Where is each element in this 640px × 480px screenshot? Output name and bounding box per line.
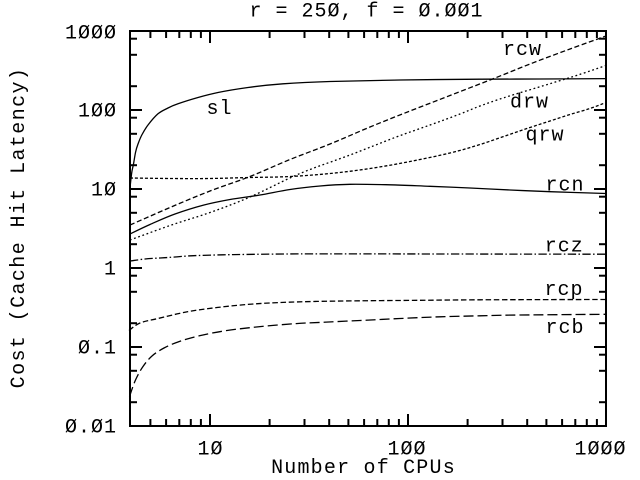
svg-text:1ØØ: 1ØØ bbox=[387, 439, 426, 462]
svg-text:rcp: rcp bbox=[545, 279, 584, 302]
svg-text:r = 25Ø, f = Ø.ØØ1: r = 25Ø, f = Ø.ØØ1 bbox=[249, 1, 483, 24]
svg-text:qrw: qrw bbox=[526, 125, 565, 148]
svg-text:rcb: rcb bbox=[546, 317, 585, 340]
svg-text:1: 1 bbox=[104, 259, 117, 282]
svg-text:Ø.Ø1: Ø.Ø1 bbox=[65, 417, 117, 440]
svg-text:1ØØ: 1ØØ bbox=[78, 101, 117, 124]
svg-text:rcw: rcw bbox=[503, 39, 542, 62]
svg-text:Cost (Cache Hit Latency): Cost (Cache Hit Latency) bbox=[8, 67, 31, 389]
svg-text:1ØØØ: 1ØØØ bbox=[65, 23, 117, 46]
svg-text:Ø.1: Ø.1 bbox=[78, 338, 117, 361]
svg-text:1ØØØ: 1ØØØ bbox=[574, 439, 626, 462]
svg-text:1Ø: 1Ø bbox=[91, 180, 117, 203]
svg-text:Number of CPUs: Number of CPUs bbox=[271, 457, 456, 480]
svg-text:rcn: rcn bbox=[546, 175, 585, 198]
svg-text:sl: sl bbox=[207, 98, 233, 121]
svg-text:drw: drw bbox=[510, 92, 549, 115]
svg-text:rcz: rcz bbox=[545, 235, 584, 258]
svg-text:1Ø: 1Ø bbox=[197, 439, 223, 462]
